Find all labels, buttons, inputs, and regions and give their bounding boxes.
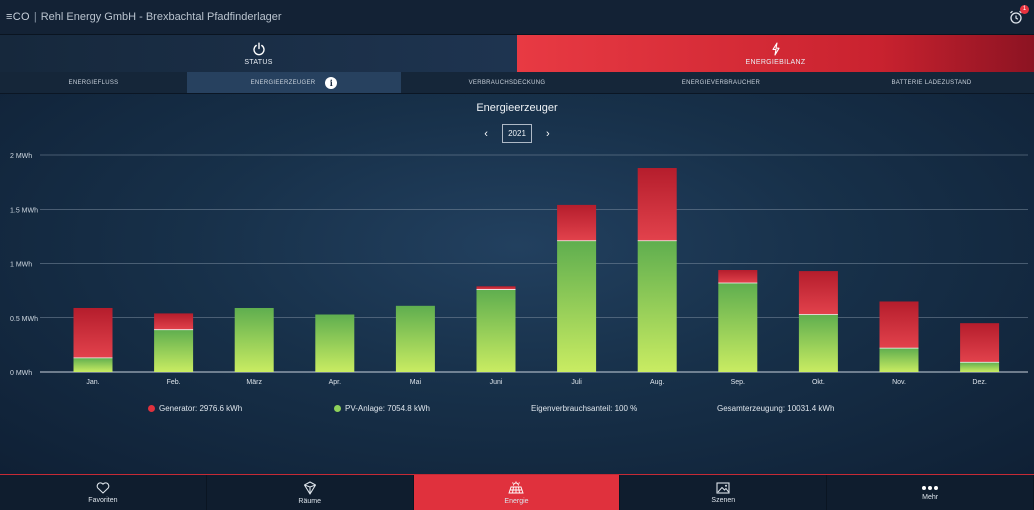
bar-pv-4[interactable] [395, 305, 435, 372]
legend-generator: Generator: 2976.6 kWh [148, 404, 242, 413]
y-tick-label: 2 MWh [10, 153, 32, 160]
bar-generator-8[interactable] [718, 270, 758, 284]
location-title: Rehl Energy GmbH - Brexbachtal Pfadfinde… [40, 11, 282, 23]
header-separator: | [33, 11, 37, 23]
nav-energie[interactable]: Energie [413, 475, 621, 510]
bar-pv-10[interactable] [879, 348, 919, 372]
x-tick-label: Sep. [731, 379, 745, 386]
x-tick-label: März [246, 379, 262, 386]
main-tabs: STATUS ENERGIEBILANZ [0, 35, 1034, 72]
alarm-button[interactable]: 1 [1008, 5, 1029, 27]
bar-pv-8[interactable] [718, 283, 758, 372]
subtab-label: VERBRAUCHSDECKUNG [468, 79, 546, 86]
chart-panel: 0 MWh 0.5 MWh 1 MWh 1.5 MWh 2 MWh Jan. Feb. Mä… [0, 94, 1034, 474]
bar-pv-2[interactable] [234, 307, 274, 372]
x-tick-label: Okt. [812, 379, 825, 386]
x-tick-label: Mai [410, 379, 422, 386]
bar-pv-1[interactable] [154, 329, 194, 372]
bar-generator-11[interactable] [960, 323, 1000, 363]
legend-pv: PV-Anlage: 7054.8 kWh [334, 404, 430, 413]
nav-label: Szenen [711, 496, 736, 504]
legend-gesamterzeugung: Gesamterzeugung: 10031.4 kWh [717, 404, 834, 413]
subtab-verbrauchsdeckung[interactable]: VERBRAUCHSDECKUNG [401, 72, 613, 93]
nav-mehr[interactable]: Mehr [827, 475, 1034, 510]
alarm-badge: 1 [1020, 5, 1029, 14]
bar-pv-9[interactable] [798, 314, 838, 372]
nav-raeume[interactable]: Räume [207, 475, 414, 510]
cube-icon [303, 480, 316, 495]
bar-generator-6[interactable] [557, 204, 597, 241]
heart-icon [96, 481, 110, 494]
image-icon [716, 481, 730, 494]
y-tick-label: 0 MWh [10, 370, 32, 377]
energy-producer-chart: 0 MWh 0.5 MWh 1 MWh 1.5 MWh 2 MWh Jan. Feb. Mä… [10, 153, 1028, 386]
year-display[interactable]: 2021 [502, 124, 532, 143]
year-navigator: ‹ 2021 › [0, 124, 1034, 143]
tab-energiebilanz[interactable]: ENERGIEBILANZ [517, 35, 1034, 72]
bar-generator-5[interactable] [476, 286, 516, 290]
nav-szenen[interactable]: Szenen [620, 475, 828, 510]
tab-energiebilanz-label: ENERGIEBILANZ [745, 58, 806, 66]
legend-eigenverbrauch: Eigenverbrauchsanteil: 100 % [531, 404, 637, 413]
subtab-energieverbraucher[interactable]: ENERGIEVERBRAUCHER [613, 72, 829, 93]
bar-pv-0[interactable] [73, 357, 113, 372]
nav-label: Räume [298, 497, 321, 505]
solar-panel-icon [508, 481, 525, 493]
next-year-button[interactable]: › [546, 127, 550, 140]
bar-pv-5[interactable] [476, 289, 516, 372]
bar-generator-9[interactable] [798, 271, 838, 315]
chart-legend: Generator: 2976.6 kWh PV-Anlage: 7054.8 … [0, 404, 1034, 416]
legend-pv-dot [334, 405, 341, 412]
info-icon[interactable]: i [325, 76, 338, 89]
x-tick-label: Apr. [329, 379, 342, 386]
lightning-icon [771, 41, 780, 56]
bar-generator-0[interactable] [73, 307, 113, 358]
bar-pv-3[interactable] [315, 314, 355, 372]
x-tick-label: Aug. [650, 379, 664, 386]
x-tick-label: Feb. [167, 379, 181, 386]
subtab-batterie-ladezustand[interactable]: BATTERIE LADEZUSTAND [829, 72, 1034, 93]
bottom-navigation: Favoriten Räume Energie Szenen Mehr [0, 474, 1034, 510]
sub-tabs: ENERGIEFLUSS ENERGIEERZEUGER i VERBRAUCH… [0, 72, 1034, 94]
more-icon [922, 485, 939, 490]
y-tick-label: 1 MWh [10, 262, 32, 269]
legend-gesamterzeugung-label: Gesamterzeugung: 10031.4 kWh [717, 404, 835, 413]
subtab-label: BATTERIE LADEZUSTAND [891, 79, 972, 86]
nav-label: Mehr [922, 493, 939, 501]
legend-generator-label: Generator: 2976.6 kWh [159, 404, 243, 413]
app-logo: ≡CO [6, 11, 30, 23]
nav-favoriten[interactable]: Favoriten [0, 475, 207, 510]
tab-status[interactable]: STATUS [0, 35, 517, 72]
x-tick-label: Juli [571, 379, 582, 386]
subtab-label: ENERGIEFLUSS [68, 79, 119, 86]
prev-year-button[interactable]: ‹ [484, 127, 488, 140]
legend-pv-label: PV-Anlage: 7054.8 kWh [345, 404, 430, 413]
subtab-energieerzeuger[interactable]: ENERGIEERZEUGER i [187, 72, 401, 93]
chart-title: Energieerzeuger [476, 102, 558, 114]
bar-pv-11[interactable] [960, 362, 1000, 372]
app-header: ≡CO | Rehl Energy GmbH - Brexbachtal Pfa… [0, 0, 1034, 35]
subtab-label: ENERGIEERZEUGER [250, 79, 316, 86]
power-icon [252, 42, 265, 55]
bar-pv-6[interactable] [557, 240, 597, 372]
bar-generator-7[interactable] [637, 168, 677, 241]
tab-status-label: STATUS [244, 58, 273, 66]
y-tick-label: 1.5 MWh [10, 207, 38, 214]
x-tick-label: Nov. [892, 379, 906, 386]
bar-generator-1[interactable] [154, 313, 194, 330]
nav-label: Energie [504, 497, 529, 505]
y-tick-label: 0.5 MWh [10, 316, 38, 323]
subtab-energiefluss[interactable]: ENERGIEFLUSS [0, 72, 187, 93]
bar-generator-10[interactable] [879, 301, 919, 349]
nav-label: Favoriten [88, 496, 118, 504]
legend-generator-dot [148, 405, 155, 412]
bar-pv-7[interactable] [637, 240, 677, 372]
x-tick-label: Juni [490, 379, 503, 386]
x-tick-label: Dez. [972, 379, 986, 386]
legend-eigenverbrauch-label: Eigenverbrauchsanteil: 100 % [531, 404, 638, 413]
subtab-label: ENERGIEVERBRAUCHER [681, 79, 761, 86]
x-tick-label: Jan. [86, 379, 99, 386]
